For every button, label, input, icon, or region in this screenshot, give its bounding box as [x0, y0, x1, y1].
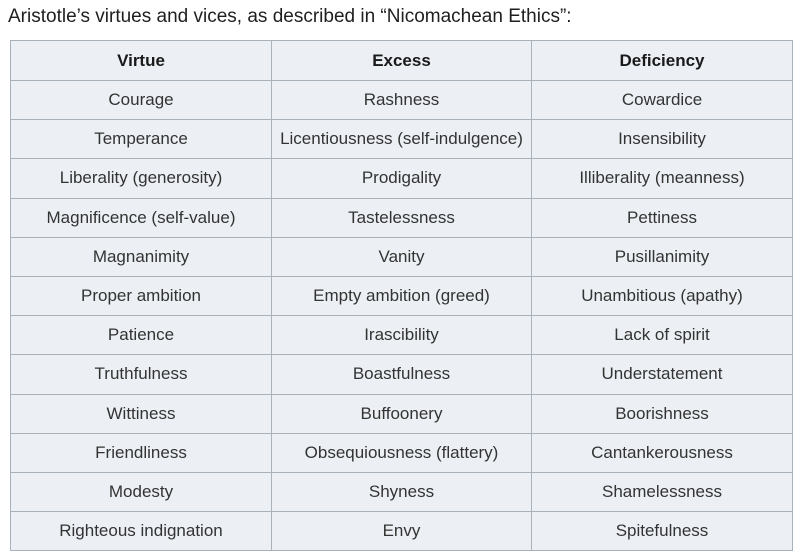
table-row: Modesty Shyness Shamelessness [10, 471, 793, 513]
excess-cell: Empty ambition (greed) [271, 275, 532, 317]
column-header-excess: Excess [271, 40, 532, 81]
table-row: Temperance Licentiousness (self-indulgen… [10, 119, 793, 160]
virtue-cell: Magnificence (self-value) [10, 197, 272, 238]
table-row: Patience Irascibility Lack of spirit [10, 315, 793, 356]
table-row: Magnanimity Vanity Pusillanimity [10, 236, 793, 277]
virtues-vices-table: Virtue Excess Deficiency Courage Rashnes… [10, 40, 793, 552]
deficiency-cell: Unambitious (apathy) [531, 275, 793, 317]
deficiency-cell: Pettiness [531, 197, 793, 238]
virtue-cell: Truthfulness [10, 354, 272, 395]
deficiency-cell: Insensibility [531, 119, 793, 160]
virtue-cell: Proper ambition [10, 275, 272, 317]
table-row: Proper ambition Empty ambition (greed) U… [10, 275, 793, 317]
excess-cell: Obsequiousness (flattery) [271, 432, 532, 473]
virtue-cell: Friendliness [10, 432, 272, 473]
excess-cell: Prodigality [271, 158, 532, 199]
virtue-cell: Liberality (generosity) [10, 158, 272, 199]
table-row: Truthfulness Boastfulness Understatement [10, 354, 793, 395]
deficiency-cell: Spitefulness [531, 511, 793, 552]
deficiency-cell: Boorishness [531, 393, 793, 434]
excess-cell: Licentiousness (self-indulgence) [271, 119, 532, 160]
table-row: Liberality (generosity) Prodigality Illi… [10, 158, 793, 199]
virtue-cell: Modesty [10, 471, 272, 513]
virtue-cell: Righteous indignation [10, 511, 272, 552]
table-row: Magnificence (self-value) Tastelessness … [10, 197, 793, 238]
excess-cell: Buffoonery [271, 393, 532, 434]
deficiency-cell: Cowardice [531, 79, 793, 121]
column-header-deficiency: Deficiency [531, 40, 793, 81]
column-header-virtue: Virtue [10, 40, 272, 81]
excess-cell: Irascibility [271, 315, 532, 356]
table-row: Friendliness Obsequiousness (flattery) C… [10, 432, 793, 473]
virtue-cell: Courage [10, 79, 272, 121]
virtue-cell: Magnanimity [10, 236, 272, 277]
excess-cell: Tastelessness [271, 197, 532, 238]
virtue-cell: Patience [10, 315, 272, 356]
deficiency-cell: Lack of spirit [531, 315, 793, 356]
deficiency-cell: Understatement [531, 354, 793, 395]
table-header-row: Virtue Excess Deficiency [10, 40, 793, 81]
deficiency-cell: Cantankerousness [531, 432, 793, 473]
virtue-cell: Wittiness [10, 393, 272, 434]
deficiency-cell: Pusillanimity [531, 236, 793, 277]
excess-cell: Rashness [271, 79, 532, 121]
deficiency-cell: Illiberality (meanness) [531, 158, 793, 199]
excess-cell: Shyness [271, 471, 532, 513]
table-caption: Aristotle’s virtues and vices, as descri… [8, 6, 572, 27]
virtue-cell: Temperance [10, 119, 272, 160]
excess-cell: Vanity [271, 236, 532, 277]
table-row: Courage Rashness Cowardice [10, 79, 793, 121]
table-row: Righteous indignation Envy Spitefulness [10, 511, 793, 552]
excess-cell: Boastfulness [271, 354, 532, 395]
deficiency-cell: Shamelessness [531, 471, 793, 513]
table-row: Wittiness Buffoonery Boorishness [10, 393, 793, 434]
excess-cell: Envy [271, 511, 532, 552]
